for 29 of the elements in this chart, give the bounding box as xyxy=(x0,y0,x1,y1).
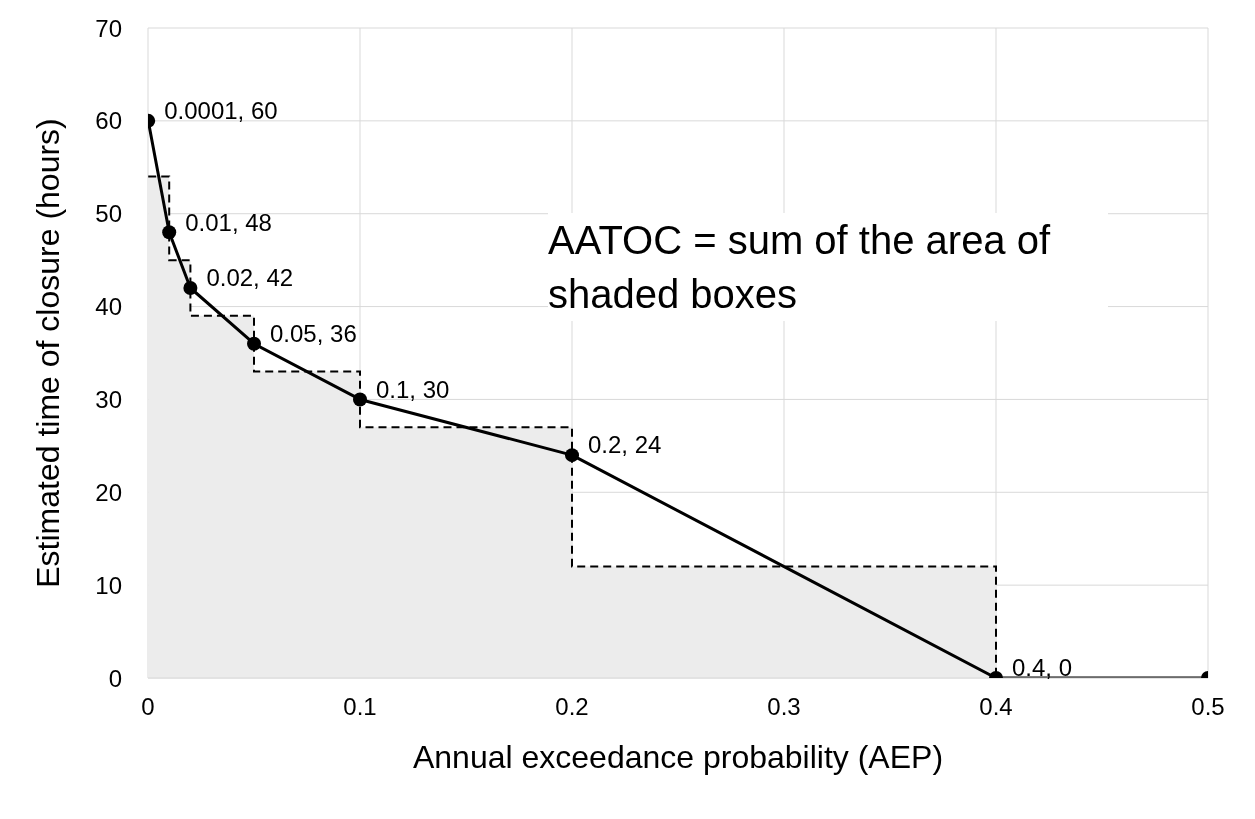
point xyxy=(247,336,261,351)
y-tick-label: 60 xyxy=(95,107,122,135)
y-tick-label: 30 xyxy=(95,385,122,413)
y-tick-label: 10 xyxy=(95,571,122,599)
y-tick-label: 50 xyxy=(95,200,122,228)
x-tick-label: 0.2 xyxy=(555,693,589,721)
data-label: 0.02, 42 xyxy=(206,264,294,292)
data-label: 0.1, 30 xyxy=(376,375,450,403)
point xyxy=(353,392,367,407)
annotation: AATOC = sum of the area of shaded boxes xyxy=(548,213,1108,321)
data-label: 0.2, 24 xyxy=(588,431,662,459)
x-tick-label: 0 xyxy=(141,693,155,721)
data-label: 0.05, 36 xyxy=(270,320,357,348)
x-axis-title: Annual exceedance probability (AEP) xyxy=(412,739,944,775)
data-label: 0.01, 48 xyxy=(185,208,272,236)
data-label: 0.4, 0 xyxy=(1012,654,1073,682)
point xyxy=(162,225,177,240)
y-tick-label: 70 xyxy=(95,14,122,42)
y-axis-title: Estimated time of closure (hours) xyxy=(30,118,67,588)
x-tick-label: 0.4 xyxy=(979,693,1013,721)
data-label: 0.0001, 60 xyxy=(164,97,278,125)
x-tick-label: 0.3 xyxy=(767,693,801,721)
y-tick-label: 20 xyxy=(95,478,122,506)
y-tick-label: 0 xyxy=(108,664,122,692)
point xyxy=(183,281,198,295)
y-tick-label: 40 xyxy=(95,293,122,321)
x-tick-label: 0.5 xyxy=(1191,693,1225,721)
point xyxy=(565,448,579,463)
x-tick-label: 0.1 xyxy=(343,693,377,721)
